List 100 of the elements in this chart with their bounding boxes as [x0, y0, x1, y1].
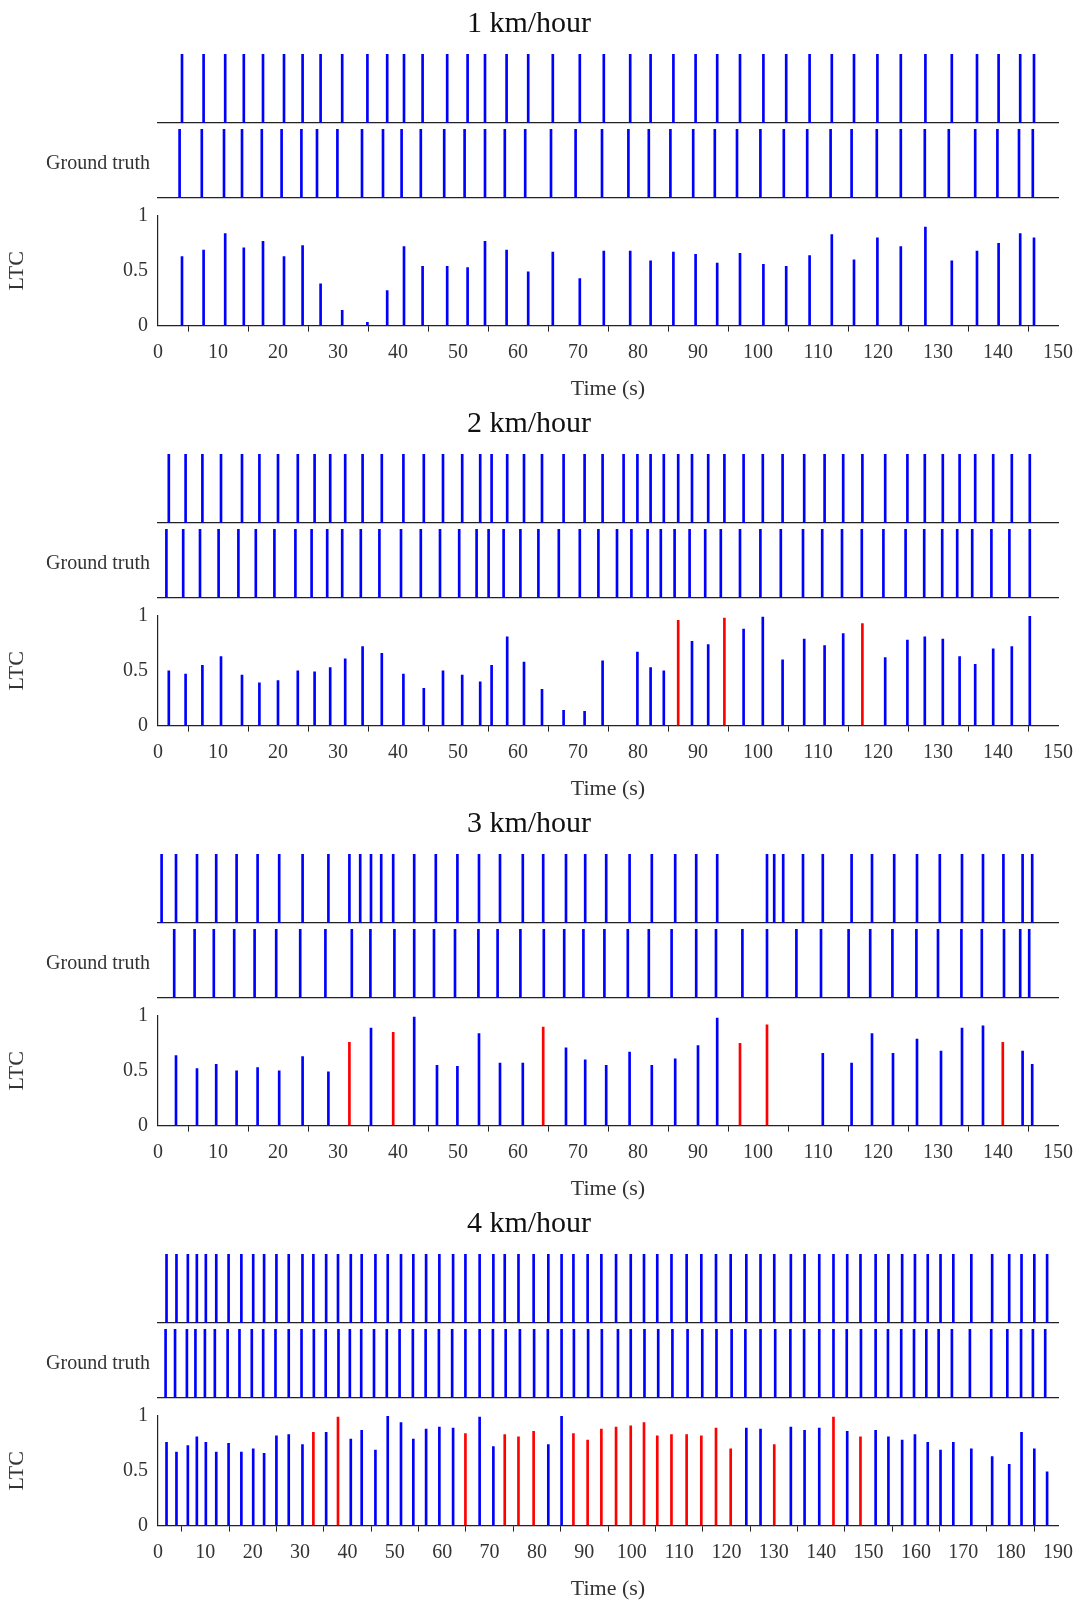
x-tick-label: 120 — [863, 1139, 893, 1162]
bar — [973, 663, 977, 726]
chart-title: 3 km/hour — [466, 804, 592, 838]
bar — [628, 250, 632, 326]
x-tick-label: 100 — [743, 739, 773, 762]
bar — [604, 1064, 608, 1126]
bar — [859, 1436, 862, 1526]
bar — [456, 1066, 459, 1126]
x-tick-label: 30 — [328, 339, 348, 362]
bar — [521, 1062, 525, 1126]
x-tick-label: 140 — [806, 1539, 837, 1562]
bar — [784, 266, 788, 326]
x-tick-label: 140 — [983, 1139, 1013, 1162]
x-axis-title: Time (s) — [570, 1574, 646, 1600]
bar — [165, 1441, 168, 1526]
y-tick-label: 1 — [138, 203, 148, 226]
bar — [941, 638, 945, 726]
bar — [817, 1427, 821, 1526]
bar — [572, 1433, 575, 1526]
bar — [899, 246, 903, 326]
x-tick-label: 80 — [628, 739, 648, 762]
bar — [742, 628, 745, 726]
x-axis-title: Time (s) — [570, 374, 646, 400]
bar — [821, 1052, 825, 1126]
x-tick-label: 60 — [432, 1539, 453, 1562]
bar — [803, 1429, 806, 1526]
x-tick-label: 20 — [268, 739, 288, 762]
x-tick-label: 30 — [290, 1539, 311, 1562]
bar — [939, 1449, 942, 1526]
y-axis-title: Ground truth — [46, 1350, 150, 1373]
bar — [380, 652, 384, 726]
bar — [460, 674, 464, 726]
bar — [991, 648, 995, 726]
x-tick-label: 40 — [388, 1139, 408, 1162]
bar — [650, 1064, 654, 1126]
x-tick-label: 80 — [526, 1539, 547, 1562]
x-tick-label: 10 — [208, 739, 228, 762]
chart-title: 4 km/hour — [466, 1204, 592, 1238]
bar — [883, 657, 887, 726]
bar — [926, 1441, 930, 1526]
bar — [861, 623, 864, 726]
x-tick-label: 50 — [448, 1139, 468, 1162]
bar — [349, 1438, 353, 1526]
y-axis-title: Ground truth — [46, 550, 150, 573]
bar — [1030, 1063, 1034, 1126]
x-tick-label: 90 — [574, 1539, 595, 1562]
bar — [327, 1071, 330, 1126]
bar — [464, 1433, 467, 1526]
bar — [636, 651, 639, 726]
y-axis-title: LTC — [2, 651, 28, 691]
bar — [578, 278, 582, 326]
x-tick-label: 170 — [948, 1539, 979, 1562]
bar — [227, 1443, 230, 1526]
x-tick-label: 50 — [384, 1539, 405, 1562]
bar — [258, 682, 261, 726]
x-tick-label: 90 — [688, 739, 708, 762]
x-tick-label: 30 — [328, 739, 348, 762]
x-tick-label: 70 — [568, 739, 588, 762]
bar — [478, 1416, 481, 1526]
bar — [823, 645, 826, 726]
bar — [673, 1058, 677, 1126]
bar — [526, 271, 530, 326]
y-tick-label: 0 — [138, 312, 148, 335]
bar — [1007, 1463, 1011, 1526]
bar — [808, 255, 811, 326]
bar — [781, 659, 784, 726]
bar — [541, 1026, 545, 1126]
bar — [772, 1444, 776, 1526]
x-tick-label: 100 — [743, 1139, 773, 1162]
bar — [490, 664, 493, 726]
bar — [583, 711, 586, 726]
bar — [676, 620, 680, 726]
bar — [366, 321, 369, 326]
bar — [706, 644, 710, 726]
bar — [301, 1056, 304, 1126]
x-tick-label: 160 — [900, 1539, 931, 1562]
x-tick-label: 0 — [153, 739, 163, 762]
x-tick-label: 150 — [1043, 1139, 1073, 1162]
bar — [287, 1434, 291, 1526]
bar — [313, 671, 316, 726]
x-tick-label: 50 — [448, 739, 468, 762]
x-tick-label: 50 — [448, 339, 468, 362]
bar — [184, 673, 187, 726]
bar — [1018, 233, 1022, 326]
x-tick-label: 70 — [568, 1139, 588, 1162]
y-axis-title: LTC — [2, 251, 28, 291]
x-tick-label: 110 — [803, 339, 833, 362]
x-tick-label: 110 — [664, 1539, 694, 1562]
bar — [841, 633, 845, 726]
y-axis-title: Ground truth — [46, 950, 150, 973]
bar — [672, 251, 675, 326]
bar — [830, 234, 834, 326]
bar — [175, 1451, 178, 1526]
bar — [202, 249, 205, 326]
x-tick-label: 90 — [688, 339, 708, 362]
bar — [214, 1063, 218, 1126]
bar — [201, 664, 204, 726]
y-tick-label: 1 — [138, 1003, 148, 1026]
bar — [411, 1438, 415, 1526]
bar — [1020, 1432, 1023, 1526]
